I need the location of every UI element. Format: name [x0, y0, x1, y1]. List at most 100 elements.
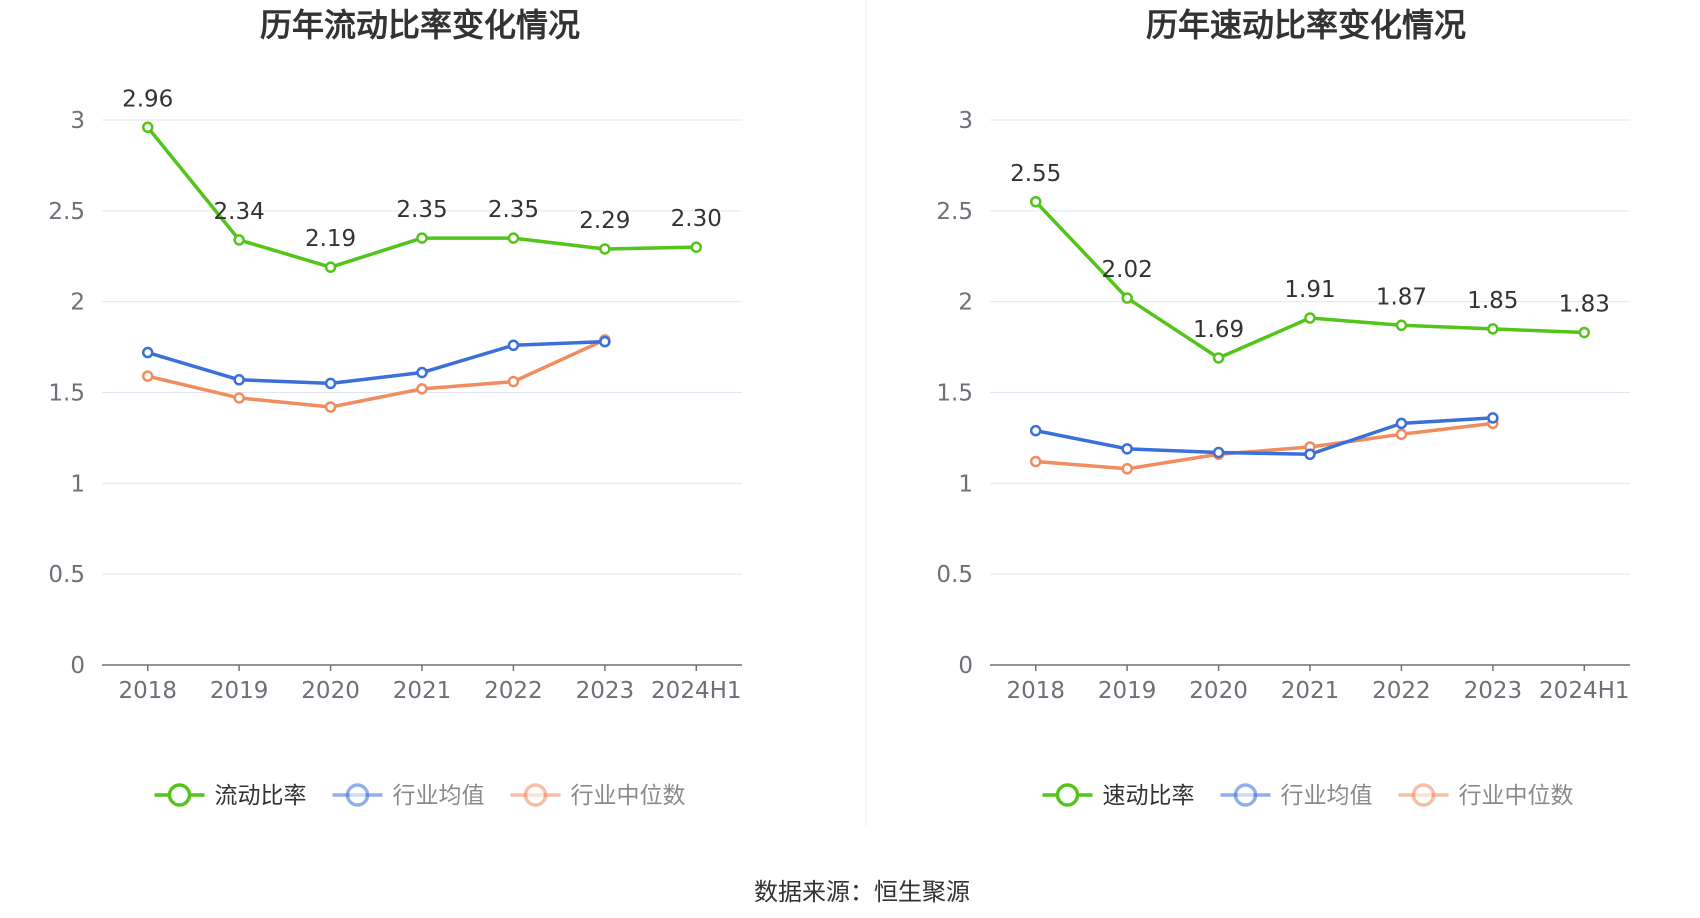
data-point-median — [1029, 455, 1042, 468]
legend-label: 速动比率 — [1103, 783, 1195, 809]
data-point-avg — [1487, 412, 1499, 424]
data-point-median — [416, 383, 428, 395]
data-point-main — [599, 243, 611, 255]
data-label: 2.35 — [488, 197, 539, 223]
data-point-main — [141, 121, 154, 134]
data-point-main — [233, 234, 245, 246]
y-tick-label: 0.5 — [48, 562, 85, 588]
chart-title: 历年速动比率变化情况 — [1146, 6, 1466, 44]
series-line-median — [1035, 421, 1494, 471]
legend-marker — [167, 783, 192, 807]
data-point-main — [1395, 319, 1408, 332]
data-point-main — [1212, 352, 1225, 364]
data-label: 1.91 — [1284, 277, 1335, 303]
data-point-avg — [1395, 417, 1408, 430]
legend-label: 行业均值 — [393, 783, 485, 809]
chart-title: 历年流动比率变化情况 — [260, 6, 580, 44]
data-label: 2.35 — [396, 197, 447, 223]
data-source-text: 数据来源：恒生聚源 — [754, 878, 970, 906]
data-point-main — [1121, 292, 1133, 304]
legend-marker — [1233, 783, 1258, 807]
legend-item-avg[interactable]: 行业均值 — [332, 783, 485, 809]
legend-label: 行业中位数 — [1459, 783, 1574, 809]
data-point-main — [1578, 326, 1591, 339]
legend-label: 行业中位数 — [571, 783, 686, 809]
legend-marker — [523, 783, 548, 807]
data-label: 1.69 — [1193, 317, 1244, 343]
series-line-avg — [147, 339, 605, 386]
data-label: 2.34 — [214, 199, 265, 225]
data-point-avg — [599, 335, 611, 348]
x-tick-label: 2021 — [1281, 678, 1340, 704]
data-point-avg — [416, 366, 428, 379]
legend-marker — [345, 783, 370, 807]
legend-item-median[interactable]: 行业中位数 — [510, 783, 686, 809]
y-tick-label: 1 — [958, 471, 973, 497]
data-point-avg — [233, 374, 245, 386]
data-label: 1.87 — [1376, 284, 1427, 310]
x-tick-label: 2020 — [301, 678, 360, 704]
legend-label: 行业均值 — [1281, 783, 1373, 809]
data-point-avg — [324, 377, 337, 390]
series-line-avg — [1035, 416, 1493, 457]
y-tick-label: 0 — [70, 653, 85, 679]
x-tick-label: 2021 — [393, 678, 452, 704]
x-tick-label: 2023 — [576, 678, 635, 704]
data-point-median — [233, 392, 245, 404]
quick-ratio-chart: 历年速动比率变化情况 0 0.5 1 1.5 2 2.5 3 2018 2019 2020 2021 2… — [936, 6, 1630, 809]
x-tick-label: 2023 — [1464, 678, 1523, 704]
x-tick-label: 2018 — [1006, 678, 1065, 704]
series-line-median — [147, 338, 606, 409]
x-tick-label: 2024H1 — [651, 678, 741, 704]
y-tick-label: 0.5 — [936, 562, 973, 588]
legend-marker — [1055, 783, 1080, 807]
data-point-main — [1487, 323, 1499, 335]
y-tick-label: 1.5 — [48, 381, 85, 407]
x-tick-label: 2019 — [210, 678, 269, 704]
legend-label: 流动比率 — [215, 783, 307, 809]
y-tick-label: 2 — [958, 290, 973, 316]
data-point-median — [1121, 463, 1133, 475]
legend-item-main[interactable]: 速动比率 — [1042, 783, 1195, 809]
y-tick-label: 2 — [70, 290, 85, 316]
data-point-avg — [1121, 443, 1133, 455]
y-tick-label: 2.5 — [48, 199, 85, 225]
data-label: 1.85 — [1467, 288, 1518, 314]
legend-marker — [1411, 783, 1436, 807]
data-point-median — [1395, 428, 1408, 441]
data-point-avg — [1304, 448, 1316, 461]
data-label: 2.30 — [671, 206, 722, 232]
current-ratio-chart: 历年流动比率变化情况 0 0.5 1 1.5 2 2.5 3 2018 2019 2020 2021 2… — [48, 6, 742, 809]
data-label: 1.83 — [1559, 292, 1610, 318]
x-tick-label: 2022 — [1372, 678, 1431, 704]
y-tick-label: 0 — [958, 653, 973, 679]
data-point-main — [507, 232, 520, 244]
y-tick-label: 3 — [958, 108, 973, 134]
data-point-avg — [1212, 446, 1225, 459]
x-tick-label: 2020 — [1189, 678, 1248, 704]
x-tick-label: 2019 — [1098, 678, 1157, 704]
data-label: 2.02 — [1102, 257, 1153, 283]
legend-item-median[interactable]: 行业中位数 — [1398, 783, 1574, 809]
legend-item-main[interactable]: 流动比率 — [154, 783, 307, 809]
data-point-avg — [1029, 424, 1042, 437]
y-tick-label: 1.5 — [936, 381, 973, 407]
legend-item-avg[interactable]: 行业均值 — [1220, 783, 1373, 809]
data-point-avg — [141, 346, 154, 359]
data-point-main — [1029, 196, 1042, 208]
data-label: 2.29 — [579, 208, 630, 234]
data-label: 2.96 — [122, 86, 173, 112]
data-point-main — [690, 241, 703, 253]
data-label: 2.19 — [305, 226, 356, 252]
data-point-median — [141, 370, 154, 382]
x-tick-label: 2018 — [118, 678, 177, 704]
y-tick-label: 1 — [70, 471, 85, 497]
data-point-median — [507, 375, 520, 388]
x-tick-label: 2024H1 — [1539, 678, 1629, 704]
data-label: 2.55 — [1010, 161, 1061, 187]
data-point-main — [416, 232, 428, 244]
x-tick-label: 2022 — [484, 678, 543, 704]
data-point-main — [324, 261, 337, 273]
